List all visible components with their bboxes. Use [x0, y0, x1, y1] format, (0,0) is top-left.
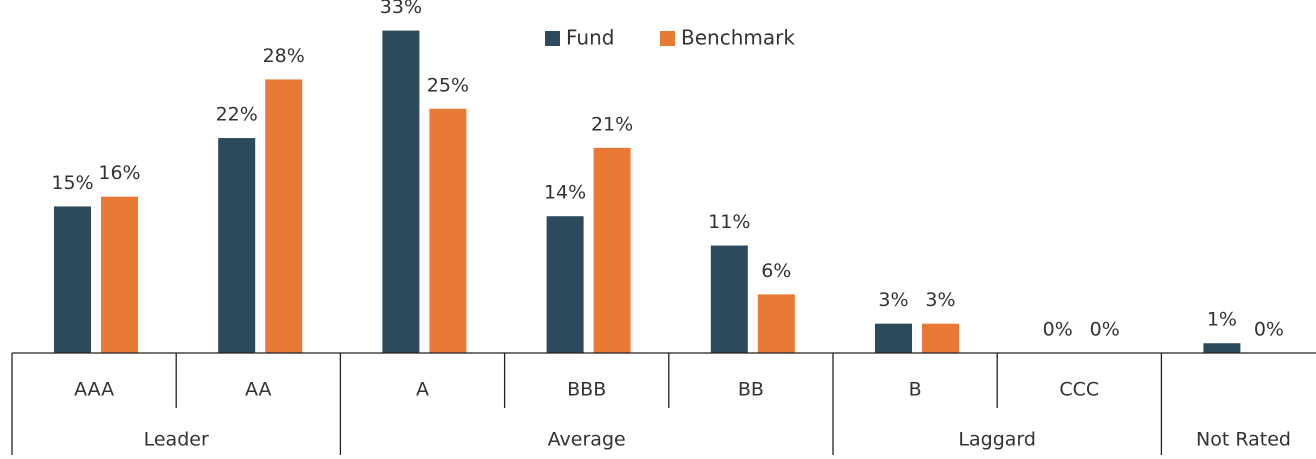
data-label: 22% — [216, 104, 258, 126]
data-label: 6% — [761, 260, 791, 282]
category-label: B — [909, 379, 922, 401]
data-label: 1% — [1207, 309, 1237, 331]
category-label: BBB — [567, 379, 606, 401]
legend-swatch — [545, 31, 560, 46]
bar — [54, 206, 91, 353]
legend-label: Benchmark — [681, 26, 795, 50]
data-label: 11% — [708, 211, 750, 233]
bar — [593, 147, 631, 353]
bar — [710, 245, 748, 353]
legend-swatch — [660, 31, 675, 46]
data-label: 21% — [591, 113, 633, 135]
bar — [382, 30, 420, 354]
data-label: 28% — [263, 45, 305, 67]
data-label: 15% — [51, 172, 93, 194]
bar — [875, 323, 912, 353]
data-label: 16% — [98, 162, 140, 184]
data-label: 3% — [925, 289, 955, 311]
category-label: AA — [245, 379, 272, 401]
category-label: CCC — [1059, 379, 1099, 401]
bar — [1203, 343, 1241, 353]
data-label: 33% — [380, 0, 422, 18]
bar — [265, 79, 303, 353]
data-label: 0% — [1254, 319, 1284, 341]
data-label: 3% — [878, 289, 908, 311]
bar — [218, 138, 256, 353]
group-label: Laggard — [958, 429, 1036, 451]
bar — [101, 196, 138, 353]
group-label: Not Rated — [1196, 429, 1291, 451]
category-label: AAA — [74, 379, 114, 401]
category-label: BB — [738, 379, 764, 401]
data-label: 25% — [427, 74, 469, 96]
category-label: A — [416, 379, 429, 401]
data-label: 0% — [1090, 319, 1120, 341]
bar — [546, 216, 584, 353]
bar — [757, 294, 795, 353]
data-label: 0% — [1043, 319, 1073, 341]
bar — [922, 323, 959, 353]
group-label: Leader — [144, 429, 209, 451]
data-label: 14% — [544, 182, 586, 204]
bar — [429, 108, 467, 353]
legend-label: Fund — [566, 26, 614, 50]
group-label: Average — [548, 429, 626, 451]
